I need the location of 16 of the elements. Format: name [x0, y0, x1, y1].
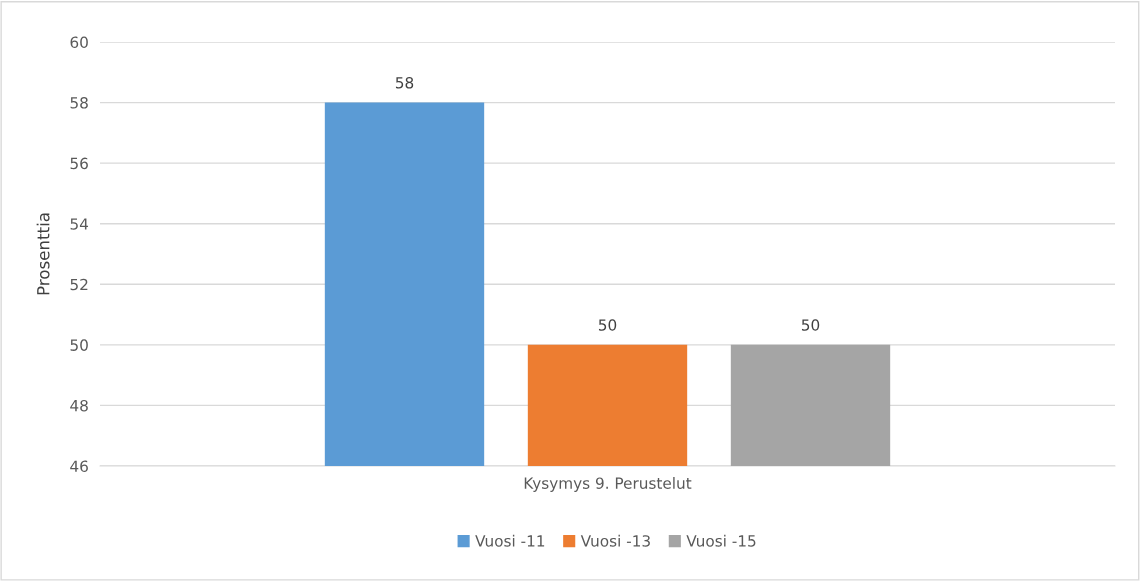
data-label: 58 — [395, 76, 414, 89]
y-tick-label: 48 — [70, 399, 88, 412]
legend-label: Vuosi -13 — [580, 534, 650, 547]
y-tick-label: 60 — [70, 36, 88, 49]
data-label: 50 — [598, 319, 617, 331]
y-tick-label: 58 — [70, 97, 88, 109]
data-label: 50 — [801, 319, 820, 331]
legend-label: Vuosi -15 — [686, 534, 756, 547]
y-tick-label: 50 — [70, 339, 88, 351]
y-tick-label: 56 — [70, 157, 88, 170]
y-tick-label: 52 — [70, 278, 88, 291]
y-tick-label: 46 — [70, 460, 88, 473]
x-tick-label: Kysymys 9. Perustelut — [524, 477, 692, 492]
y-tick-label: 54 — [70, 218, 89, 230]
y-axis-title: Prosenttia — [36, 213, 50, 295]
legend-label: Vuosi -11 — [475, 534, 545, 547]
